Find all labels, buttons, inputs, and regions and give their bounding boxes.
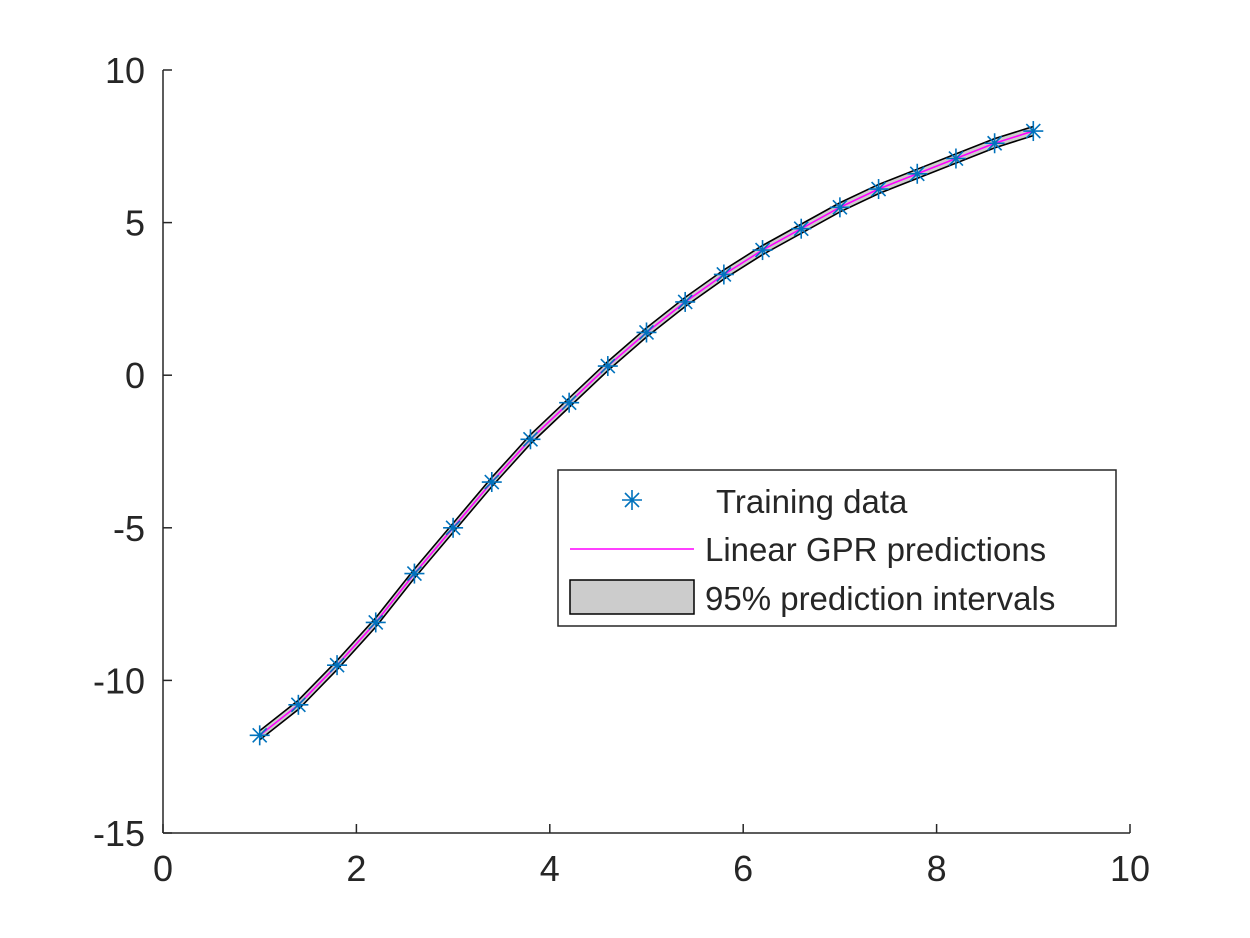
prediction-interval-band: [259, 125, 1034, 741]
training-data-point: [520, 429, 541, 450]
x-tick-label: 2: [346, 848, 366, 889]
x-tick-label: 4: [540, 848, 560, 889]
training-data-point: [675, 291, 696, 312]
x-tick-label: 10: [1110, 848, 1150, 889]
y-tick-label: 5: [125, 203, 145, 244]
training-data-point: [404, 563, 425, 584]
training-data-point: [945, 148, 966, 169]
x-tick-label: 0: [153, 848, 173, 889]
training-data-point: [752, 240, 773, 261]
band-upper-edge: [259, 125, 1034, 732]
legend: Training data Linear GPR predictions 95%…: [557, 469, 1117, 627]
training-data-point: [559, 392, 580, 413]
training-data-point: [907, 163, 928, 184]
band-swatch-icon: [569, 579, 695, 615]
y-tick-label: 10: [105, 50, 145, 91]
legend-label-linear-gpr: Linear GPR predictions: [705, 531, 1046, 568]
training-data-point: [481, 472, 502, 493]
training-data-point: [713, 264, 734, 285]
training-data-markers: [249, 121, 1044, 746]
training-data-point: [597, 356, 618, 377]
legend-label-prediction-intervals: 95% prediction intervals: [705, 580, 1055, 617]
training-data-point: [636, 322, 657, 343]
y-tick-label: 0: [125, 355, 145, 396]
training-data-point: [1023, 121, 1044, 142]
training-data-point: [288, 694, 309, 715]
asterisk-marker-icon: [622, 490, 642, 510]
y-tick-label: -5: [113, 508, 145, 549]
legend-item-linear-gpr: Linear GPR predictions: [570, 531, 1046, 568]
training-data-point: [791, 218, 812, 239]
training-data-point: [443, 517, 464, 538]
x-tick-label: 8: [927, 848, 947, 889]
axes: 0 2 4 6 8 10 -15 -10 -5 0 5 10: [93, 50, 1150, 889]
training-data-point: [868, 179, 889, 200]
training-data-point: [365, 612, 386, 633]
band-fill: [259, 126, 1034, 740]
training-data-point: [984, 133, 1005, 154]
prediction-line: [259, 130, 1034, 736]
legend-label-training-data: Training data: [716, 483, 908, 520]
gpr-prediction-line: [259, 130, 1034, 736]
training-data-point: [327, 655, 348, 676]
legend-item-training-data: Training data: [622, 483, 908, 520]
x-tick-label: 6: [733, 848, 753, 889]
band-lower-edge: [259, 134, 1034, 741]
legend-item-prediction-intervals: 95% prediction intervals: [569, 579, 1055, 617]
training-data-point: [829, 197, 850, 218]
y-tick-label: -10: [93, 660, 145, 701]
training-data-point: [249, 725, 270, 746]
legend-asterisk: [622, 490, 642, 510]
y-tick-label: -15: [93, 813, 145, 854]
